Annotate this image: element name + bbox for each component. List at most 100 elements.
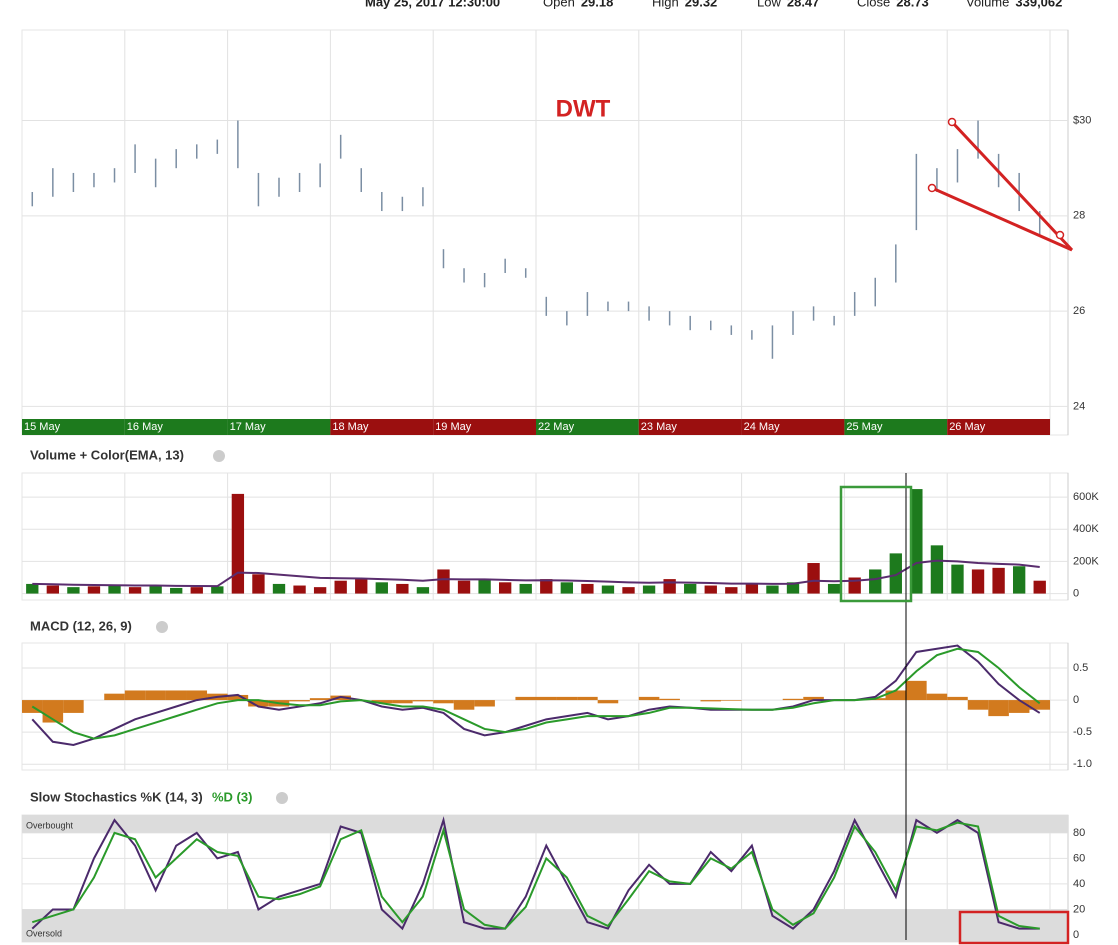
histogram-bar — [906, 680, 927, 701]
indicator-line — [32, 559, 1040, 588]
chart-title: DWT — [556, 95, 611, 122]
indicator-line — [31, 644, 1041, 747]
day-label: 17 May — [230, 421, 267, 433]
volume-bar — [766, 585, 779, 594]
histogram-bar — [412, 700, 434, 702]
panel-title: %D (3) — [212, 789, 252, 804]
histogram-bar — [988, 700, 1009, 717]
histogram-bar — [803, 696, 824, 701]
histogram-bar — [309, 698, 331, 701]
volume-bar — [190, 587, 203, 594]
day-band — [947, 419, 1050, 435]
histogram-bar — [577, 696, 598, 701]
volume-bar — [149, 585, 162, 594]
indicator-line — [31, 816, 1040, 931]
y-tick-label: 24 — [1073, 400, 1085, 412]
volume-bar — [334, 580, 347, 594]
histogram-bar — [474, 700, 495, 707]
close-icon[interactable] — [276, 792, 288, 804]
trend-point — [927, 183, 937, 193]
volume-bar — [355, 579, 368, 594]
y-tick-label: 0 — [1073, 587, 1079, 599]
histogram-bar — [536, 696, 557, 701]
y-tick-label: 26 — [1073, 305, 1085, 317]
day-label: 23 May — [641, 421, 678, 433]
volume-bar — [46, 585, 60, 594]
trend-point — [1055, 230, 1065, 240]
day-label: 24 May — [744, 421, 781, 433]
histogram-bar — [926, 693, 948, 701]
volume-bar — [725, 587, 738, 594]
volume-bar — [930, 545, 944, 594]
volume-bar — [252, 574, 265, 594]
y-tick-label: 20 — [1073, 903, 1085, 915]
histogram-bar — [453, 700, 475, 710]
histogram-bar — [556, 696, 578, 701]
histogram-bar — [371, 700, 393, 704]
volume-bar — [396, 583, 409, 594]
indicator-line — [31, 821, 1040, 930]
volume-bar — [622, 587, 635, 594]
header-value: 29.32 — [685, 0, 718, 9]
y-tick-label: 0.5 — [1073, 662, 1088, 674]
volume-bar — [67, 587, 80, 594]
histogram-bar — [659, 698, 680, 701]
volume-bar — [560, 582, 574, 594]
trend-point — [947, 117, 957, 127]
y-tick-label: $30 — [1073, 114, 1091, 126]
volume-bar — [26, 583, 39, 594]
close-icon[interactable] — [213, 450, 225, 462]
histogram-bar — [433, 700, 454, 704]
y-tick-label: 40 — [1073, 878, 1085, 890]
volume-bar — [478, 579, 491, 594]
histogram-bar — [515, 696, 536, 701]
y-tick-label: 0 — [1073, 694, 1079, 706]
band — [22, 909, 1068, 942]
panel-title: Slow Stochastics %K (14, 3) — [30, 789, 203, 804]
volume-bar — [889, 553, 902, 594]
panel-title: Volume + Color(EMA, 13) — [30, 447, 184, 462]
day-band — [227, 419, 331, 435]
volume-bar — [498, 582, 512, 594]
panel-frame — [21, 29, 1069, 436]
histogram-bar — [1008, 700, 1030, 713]
close-icon[interactable] — [156, 621, 168, 633]
header-label: Open — [543, 0, 575, 9]
histogram-bar — [227, 694, 249, 701]
volume-bar — [684, 583, 697, 594]
histogram-bar — [289, 700, 310, 702]
volume-bar — [272, 583, 286, 594]
header-value: 29.18 — [581, 0, 614, 9]
day-band — [741, 419, 845, 435]
day-band — [22, 419, 125, 435]
day-label: 19 May — [435, 421, 472, 433]
volume-bar — [416, 587, 430, 594]
highlight-box — [958, 910, 1070, 945]
histogram-bar — [63, 700, 84, 713]
volume-bar — [1033, 580, 1046, 594]
histogram-bar — [967, 700, 989, 710]
y-tick-label: 200K — [1073, 555, 1099, 567]
histogram-bar — [700, 700, 722, 702]
volume-bar — [128, 587, 142, 594]
highlight-box — [839, 485, 913, 603]
day-label: 15 May — [24, 421, 61, 433]
volume-bar — [375, 582, 388, 594]
indicator-line — [31, 647, 1041, 740]
volume-bar — [1012, 566, 1026, 594]
volume-bar — [642, 585, 656, 594]
day-label: 18 May — [332, 421, 369, 433]
day-band — [433, 419, 536, 435]
header-label: Volume — [966, 0, 1009, 9]
volume-bar — [601, 585, 615, 594]
day-label: 16 May — [127, 421, 164, 433]
volume-bar — [992, 567, 1005, 594]
day-label: 25 May — [846, 421, 883, 433]
y-tick-label: 80 — [1073, 827, 1085, 839]
volume-bar — [786, 582, 800, 594]
histogram-bar — [782, 698, 804, 701]
volume-bar — [910, 489, 923, 594]
header-datetime: May 25, 2017 12:30:00 — [365, 0, 500, 9]
histogram-bar — [597, 700, 619, 704]
